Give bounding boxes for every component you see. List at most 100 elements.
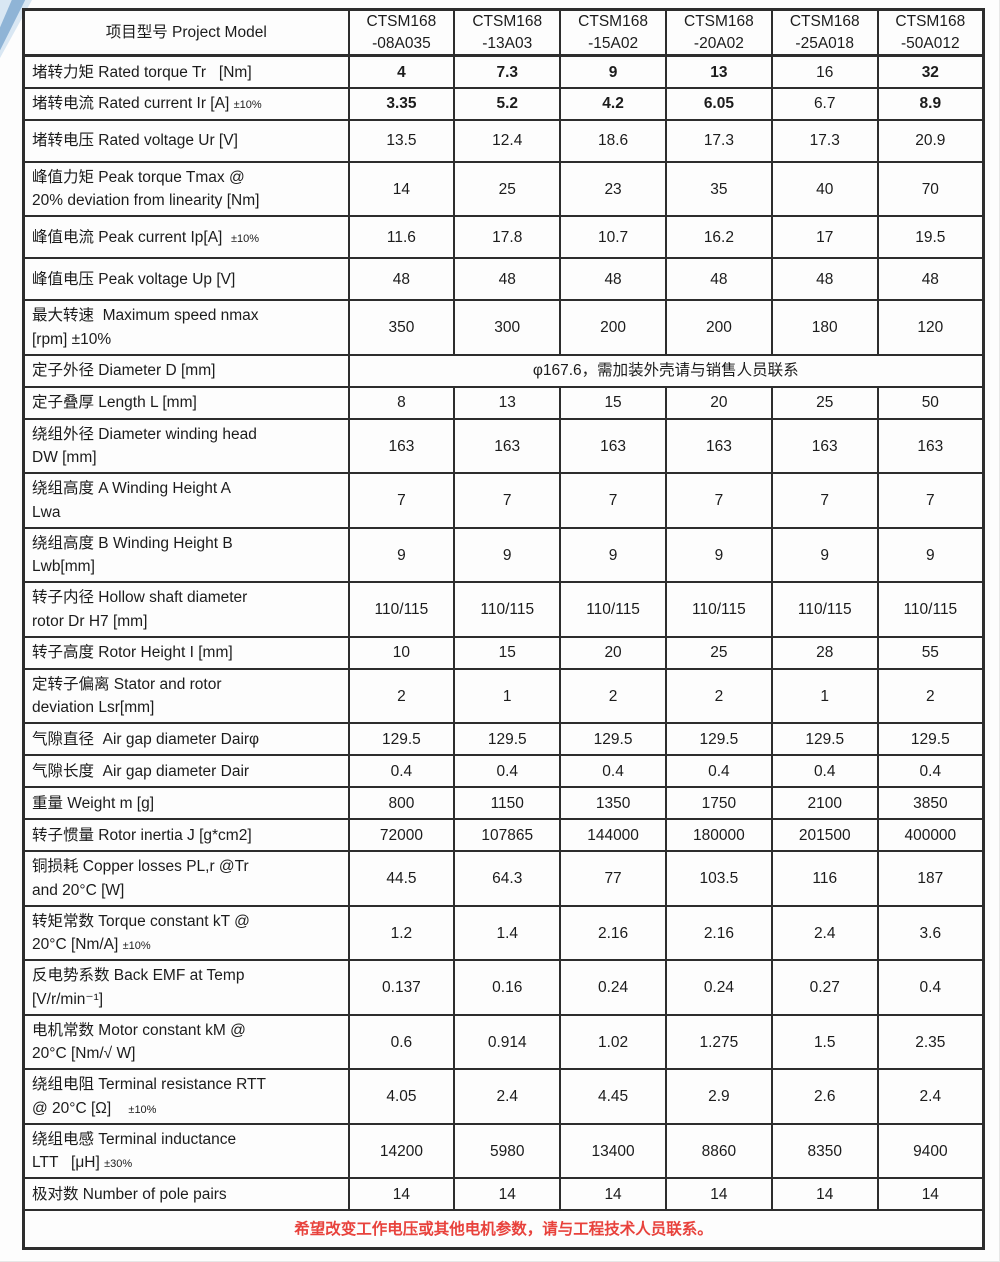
spec-value: 0.137: [347, 959, 456, 1016]
spec-value: 0.4: [770, 754, 879, 789]
spec-value: 163: [347, 417, 456, 475]
row-label: 转矩常数 Torque constant kT @ 20°C [Nm/A] ±1…: [22, 904, 350, 962]
model-header: CTSM168 -15A02: [559, 8, 667, 58]
spec-value: 7: [664, 472, 773, 529]
spec-value: 1.275: [664, 1013, 773, 1071]
spec-value: 5.2: [453, 86, 562, 121]
spec-value: 9: [559, 54, 667, 89]
table-row: 反电势系数 Back EMF at Temp [V/r/min⁻¹] 0.137 0…: [22, 959, 985, 1016]
spec-value: 107865: [453, 818, 562, 853]
row-label: 绕组电感 Terminal inductance LTT [μH] ±30%: [22, 1122, 350, 1180]
row-label: 铜损耗 Copper losses PL,r @Tr and 20°C [W]: [22, 850, 350, 907]
spec-value: 0.24: [559, 959, 667, 1016]
spec-value: 48: [559, 257, 667, 302]
spec-value: 16: [770, 54, 879, 89]
row-label: 转子高度 Rotor Height I [mm]: [22, 635, 350, 670]
row-label: 绕组高度 A Winding Height A Lwa: [22, 472, 350, 529]
spec-value: 25: [453, 160, 562, 218]
spec-value: 2.16: [664, 904, 773, 962]
table-header: 项目型号 Project Model CTSM168 -08A035 CTSM16…: [22, 8, 985, 58]
spec-value: 8350: [770, 1122, 879, 1180]
spec-value: 7: [453, 472, 562, 529]
spec-value: 110/115: [770, 581, 879, 638]
spec-value: 110/115: [664, 581, 773, 638]
spec-value: 1.02: [559, 1013, 667, 1071]
spec-value: 110/115: [453, 581, 562, 638]
row-label: 定子叠厚 Length L [mm]: [22, 385, 350, 420]
spec-value: 77: [559, 850, 667, 907]
table-row: 峰值电流 Peak current Ip[A] ±10% 11.6 17.8 10.7…: [22, 215, 985, 260]
spec-value: 8860: [664, 1122, 773, 1180]
row-label: 转子内径 Hollow shaft diameter rotor Dr H7 […: [22, 581, 350, 638]
spec-value: 2: [664, 667, 773, 725]
spec-value: 17.8: [453, 215, 562, 260]
spec-value: 32: [876, 54, 985, 89]
motor-spec-table: 项目型号 Project Model CTSM168 -08A035 CTSM16…: [22, 8, 985, 1251]
spec-value: 4.45: [559, 1068, 667, 1125]
row-label: 定转子偏离 Stator and rotor deviation Lsr[mm]: [22, 667, 350, 725]
spec-value: 48: [347, 257, 456, 302]
spec-value: 18.6: [559, 118, 667, 163]
spec-value: 180: [770, 299, 879, 356]
spec-value: 200: [664, 299, 773, 356]
spec-value: 14: [664, 1177, 773, 1212]
spec-value: 129.5: [453, 722, 562, 757]
row-label: 转子惯量 Rotor inertia J [g*cm2]: [22, 818, 350, 853]
spec-value: 8.9: [876, 86, 985, 121]
spec-value: 13: [453, 385, 562, 420]
spec-value: 0.4: [876, 754, 985, 789]
spec-value: 129.5: [876, 722, 985, 757]
spec-value: 1.2: [347, 904, 456, 962]
spec-value: 11.6: [347, 215, 456, 260]
spec-value: 129.5: [347, 722, 456, 757]
spec-value: 800: [347, 786, 456, 821]
spec-value: 70: [876, 160, 985, 218]
spec-value: 0.4: [664, 754, 773, 789]
table-row: 定子叠厚 Length L [mm] 8 13 15 20 25 50: [22, 385, 985, 420]
model-header: CTSM168 -25A018: [770, 8, 879, 58]
row-label: 反电势系数 Back EMF at Temp [V/r/min⁻¹]: [22, 959, 350, 1016]
spec-value: 9: [770, 526, 879, 584]
table-row: 最大转速 Maximum speed nmax [rpm] ±10% 350 300…: [22, 299, 985, 356]
row-label: 堵转电压 Rated voltage Ur [V]: [22, 118, 350, 163]
spec-value: 14: [559, 1177, 667, 1212]
spec-value: 2: [876, 667, 985, 725]
row-label: 堵转力矩 Rated torque Tr [Nm]: [22, 54, 350, 89]
table-row: 转子高度 Rotor Height I [mm] 10 15 20 25 28 55: [22, 635, 985, 670]
spec-value: 2.4: [770, 904, 879, 962]
spec-value: 300: [453, 299, 562, 356]
spec-value: 1350: [559, 786, 667, 821]
spec-value: 17: [770, 215, 879, 260]
table-row: 重量 Weight m [g] 800 1150 1350 1750 2100 3850: [22, 786, 985, 821]
footer-note: 希望改变工作电压或其他电机参数，请与工程技术人员联系。: [22, 1209, 985, 1250]
spec-value: 3.6: [876, 904, 985, 962]
spec-value: 17.3: [664, 118, 773, 163]
table-row: 极对数 Number of pole pairs 14 14 14 14 14 14: [22, 1177, 985, 1212]
row-label: 绕组高度 B Winding Height B Lwb[mm]: [22, 526, 350, 584]
spec-value: 2.6: [770, 1068, 879, 1125]
table-row: 绕组电阻 Terminal resistance RTT @ 20°C [Ω] …: [22, 1068, 985, 1125]
spec-value: 14200: [347, 1122, 456, 1180]
spec-value: 14: [876, 1177, 985, 1212]
table-row: 电机常数 Motor constant kM @ 20°C [Nm/√ W] 0.…: [22, 1013, 985, 1071]
spec-value: 7: [770, 472, 879, 529]
model-header: CTSM168 -20A02: [664, 8, 773, 58]
spec-value: 25: [664, 635, 773, 670]
spec-value: 15: [559, 385, 667, 420]
spec-value: 180000: [664, 818, 773, 853]
table-row: 转子内径 Hollow shaft diameter rotor Dr H7 […: [22, 581, 985, 638]
spec-value: 120: [876, 299, 985, 356]
spec-value: 12.4: [453, 118, 562, 163]
table-row: 定子外径 Diameter D [mm] φ167.6，需加装外壳请与销售人员联系: [22, 353, 985, 388]
spec-value: 13400: [559, 1122, 667, 1180]
table-row: 气隙直径 Air gap diameter Dairφ 129.5 129.5 129…: [22, 722, 985, 757]
spec-value: 8: [347, 385, 456, 420]
spec-value: 16.2: [664, 215, 773, 260]
spec-value: 9: [347, 526, 456, 584]
spec-value: 2.35: [876, 1013, 985, 1071]
table-row: 堵转电流 Rated current Ir [A] ±10% 3.35 5.2 4.2…: [22, 86, 985, 121]
spec-value: 2100: [770, 786, 879, 821]
spec-value: 55: [876, 635, 985, 670]
spec-value: 40: [770, 160, 879, 218]
